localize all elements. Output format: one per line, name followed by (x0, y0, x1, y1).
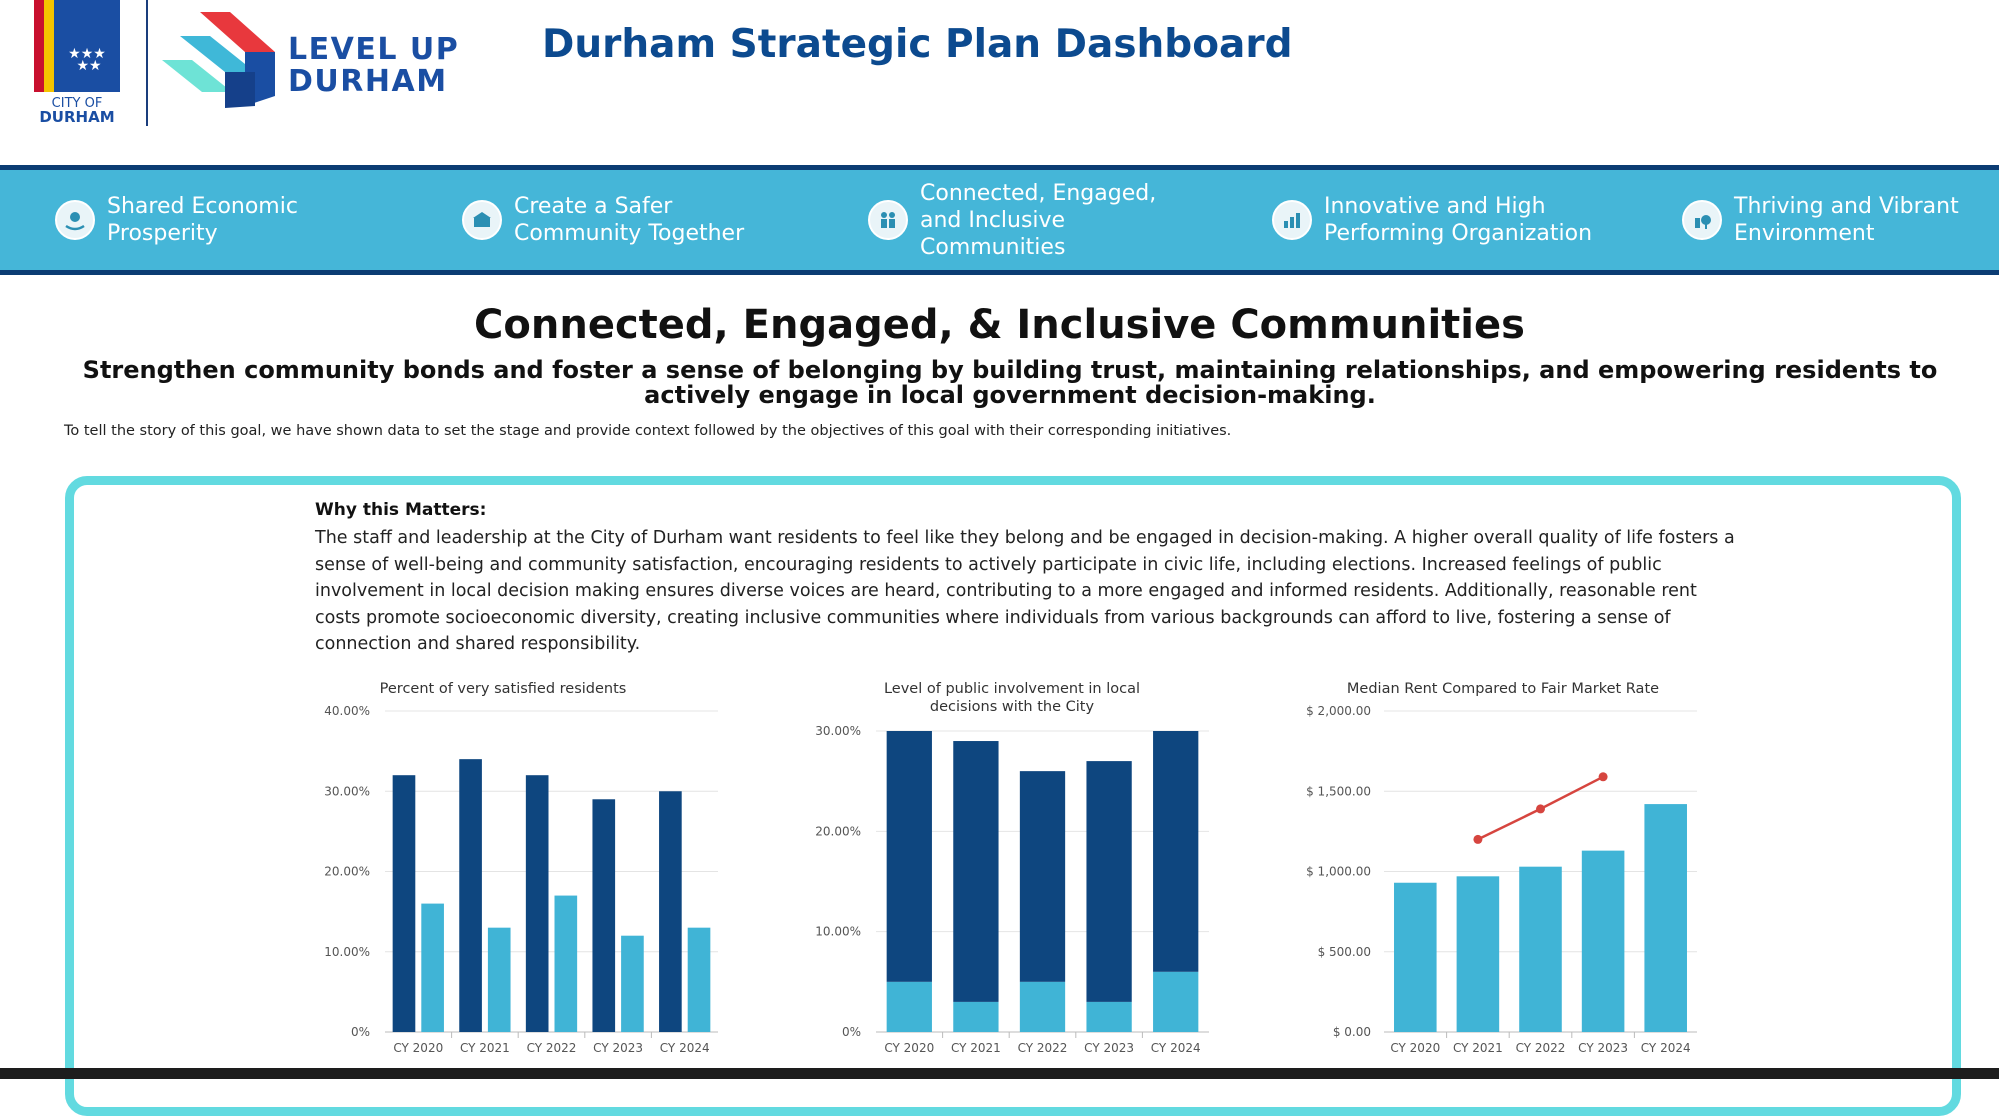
y-tick-label: 30.00% (815, 724, 861, 738)
bar (525, 775, 549, 1032)
bar (1456, 876, 1500, 1032)
x-tick-label: CY 2022 (527, 1041, 577, 1055)
x-tick-label: CY 2023 (1578, 1041, 1628, 1055)
y-tick-label: $ 500.00 (1318, 945, 1371, 959)
tab-connected-engaged-inclusive[interactable]: Connected, Engaged, and Inclusive Commun… (868, 170, 1156, 270)
bar (1644, 804, 1687, 1032)
why-heading: Why this Matters: (315, 500, 487, 520)
tab-innovative-organization[interactable]: Innovative and High Performing Organizat… (1272, 170, 1592, 270)
city-of-durham-logo[interactable]: ★★★ ★★ CITY OF DURHAM (34, 0, 120, 126)
x-tick-label: CY 2022 (1516, 1041, 1566, 1055)
economic-icon (55, 200, 95, 240)
tab-label: Thriving and Vibrant Environment (1734, 194, 1959, 246)
y-tick-label: $ 0.00 (1333, 1025, 1371, 1039)
safety-icon (462, 200, 502, 240)
line-point (1473, 834, 1483, 844)
bar (392, 775, 416, 1032)
bar (554, 895, 578, 1032)
city-logo-line1: CITY OF (52, 96, 103, 111)
bottom-bar (0, 1068, 1999, 1079)
y-tick-label: $ 1,500.00 (1306, 784, 1371, 798)
svg-text:★★★: ★★★ (68, 46, 106, 62)
x-tick-label: CY 2020 (393, 1041, 443, 1055)
tab-label: Connected, Engaged, and Inclusive Commun… (920, 180, 1157, 260)
bar (659, 791, 682, 1032)
tab-label: Innovative and High Performing Organizat… (1324, 194, 1593, 246)
bar (487, 927, 511, 1032)
stacked-bar-segment (953, 1001, 999, 1032)
bar (592, 799, 616, 1032)
y-tick-label: 0% (351, 1025, 370, 1039)
y-tick-label: 10.00% (815, 925, 861, 939)
tab-label: Shared Economic Prosperity (107, 194, 298, 246)
city-logo-line2: DURHAM (39, 108, 114, 126)
y-tick-label: $ 2,000.00 (1306, 704, 1371, 718)
stacked-bar-segment (886, 981, 932, 1032)
y-tick-label: 40.00% (324, 704, 370, 718)
stacked-bar-segment (1086, 1001, 1132, 1032)
x-tick-label: CY 2024 (1151, 1041, 1201, 1055)
stacked-bar-segment (953, 741, 999, 1002)
y-tick-label: 20.00% (815, 824, 861, 838)
bar (1394, 882, 1437, 1032)
stacked-bar-segment (1019, 981, 1066, 1032)
line-point (1598, 772, 1608, 782)
why-body: The staff and leadership at the City of … (315, 528, 1735, 654)
level-up-logo-mark (162, 12, 275, 108)
tab-label: Create a Safer Community Together (514, 194, 745, 246)
community-icon (868, 200, 908, 240)
bar (687, 927, 711, 1032)
organization-icon (1272, 200, 1312, 240)
stacked-bar-segment (1086, 761, 1132, 1002)
x-tick-label: CY 2024 (1641, 1041, 1691, 1055)
chart-title: Level of public involvement in local (884, 681, 1140, 697)
y-tick-label: $ 1,000.00 (1306, 865, 1371, 879)
x-tick-label: CY 2020 (884, 1041, 934, 1055)
bar (421, 903, 444, 1032)
brand-line-2: DURHAM (288, 64, 448, 99)
y-tick-label: 0% (842, 1025, 861, 1039)
tab-shared-economic-prosperity[interactable]: Shared Economic Prosperity (55, 170, 298, 270)
goal-title: Connected, Engaged, & Inclusive Communit… (474, 302, 1525, 348)
charts-area: Percent of very satisfied residents 0% 10.… (324, 681, 1697, 1055)
svg-text:★★: ★★ (76, 58, 101, 74)
bar (621, 935, 644, 1032)
brand-wordmark: LEVEL UP DURHAM (288, 34, 459, 98)
x-tick-label: CY 2021 (1453, 1041, 1503, 1055)
stacked-bar-segment (886, 731, 932, 982)
stacked-bar-segment (1019, 771, 1066, 982)
x-tick-label: CY 2023 (1084, 1041, 1134, 1055)
page-title: Durham Strategic Plan Dashboard (542, 22, 1293, 67)
x-tick-label: CY 2024 (660, 1041, 710, 1055)
tab-safer-community[interactable]: Create a Safer Community Together (462, 170, 744, 270)
x-tick-label: CY 2023 (593, 1041, 643, 1055)
intro-text: To tell the story of this goal, we have … (64, 423, 1232, 439)
x-tick-label: CY 2021 (460, 1041, 510, 1055)
environment-icon (1682, 200, 1722, 240)
line-point (1536, 804, 1545, 814)
logo-divider (146, 0, 148, 126)
x-tick-label: CY 2022 (1018, 1041, 1068, 1055)
bar (1581, 850, 1625, 1032)
stacked-bar-segment (1153, 731, 1199, 972)
header: ★★★ ★★ CITY OF DURHAM LEVEL UP DURHAM Du… (0, 0, 1999, 165)
y-tick-label: 30.00% (324, 784, 370, 798)
chart-title: Median Rent Compared to Fair Market Rate (1347, 681, 1659, 697)
y-tick-label: 10.00% (324, 945, 370, 959)
x-tick-label: CY 2021 (951, 1041, 1001, 1055)
goal-navigation: Shared Economic Prosperity Create a Safe… (0, 165, 1999, 275)
brand-line-1: LEVEL UP (288, 32, 460, 67)
x-tick-label: CY 2020 (1390, 1041, 1440, 1055)
goal-subtitle: Strengthen community bonds and foster a … (82, 356, 1938, 409)
chart-title: decisions with the City (930, 699, 1095, 715)
bar (459, 759, 482, 1032)
chart-title: Percent of very satisfied residents (380, 681, 627, 697)
y-tick-label: 20.00% (324, 865, 370, 879)
bar (1519, 866, 1562, 1032)
stacked-bar-segment (1153, 971, 1199, 1032)
tab-thriving-environment[interactable]: Thriving and Vibrant Environment (1682, 170, 1959, 270)
